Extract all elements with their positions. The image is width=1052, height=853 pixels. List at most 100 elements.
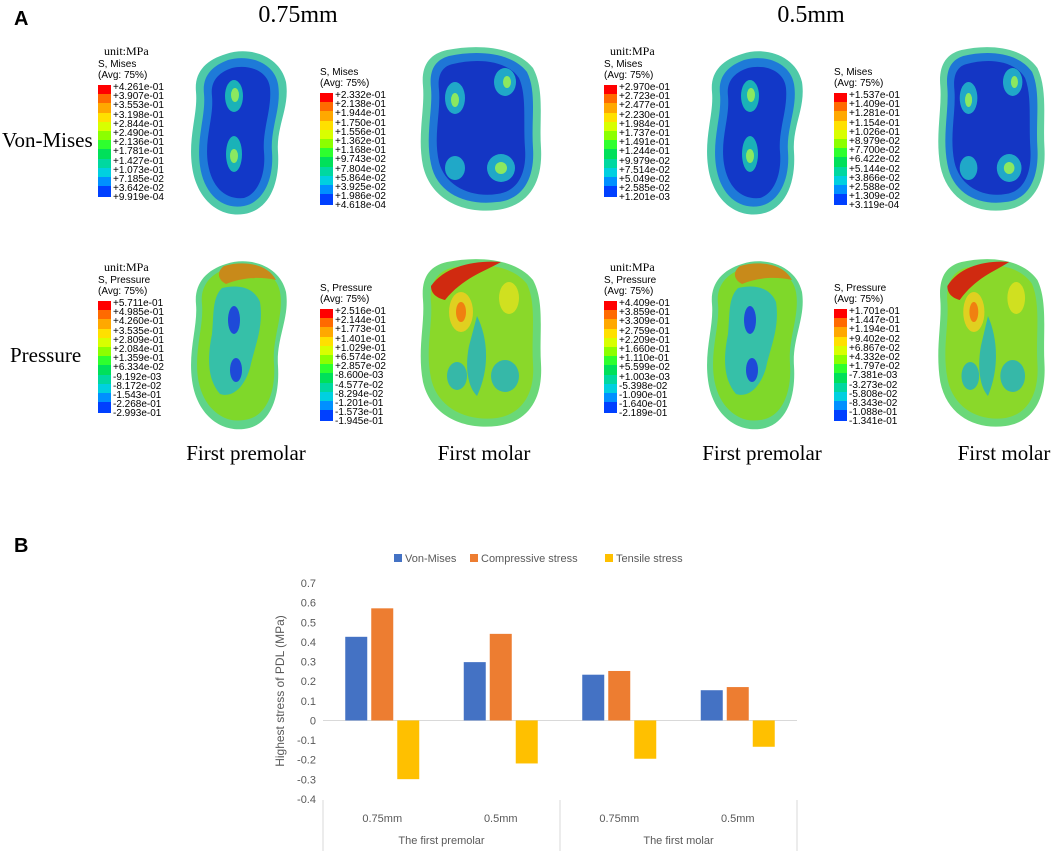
legend-swatch — [604, 383, 617, 395]
legend-swatch — [320, 148, 333, 159]
legend-value: +2.490e-01 — [113, 128, 164, 139]
contour-legend-pressure-premolar-05: unit:MPa S, Pressure (Avg: 75%) +4.409e-01 +… — [604, 260, 709, 419]
x-group-label: The first premolar — [398, 835, 485, 847]
legend-value: +2.477e-01 — [619, 100, 670, 112]
legend-value: +1.244e-01 — [619, 146, 670, 158]
legend-title: S, Mises — [98, 59, 137, 70]
legend-swatch — [834, 364, 847, 375]
legend-value: +4.261e-01 — [113, 82, 164, 93]
legend-value: +3.925e-02 — [335, 182, 386, 193]
bar-tensile-stress — [397, 720, 420, 780]
molar-mises-contour-075 — [420, 47, 542, 211]
legend-swatch — [320, 185, 333, 196]
legend-swatch — [834, 120, 847, 132]
legend-swatch — [604, 140, 617, 151]
legend-color-scale: +1.537e-01 +1.409e-01 +1.281e-01 +1.154e-01… — [834, 91, 939, 211]
legend-swatch — [604, 365, 617, 376]
legend-swatch — [98, 103, 111, 114]
y-axis-title: Highest stress of PDL (MPa) — [273, 615, 287, 767]
panel-b-letter: B — [14, 535, 29, 557]
legend-swatch — [98, 158, 111, 170]
legend-swatch — [98, 167, 111, 179]
legend-value: +6.422e-02 — [849, 154, 900, 166]
y-tick-label: 0.2 — [301, 676, 316, 688]
legend-swatch — [320, 364, 333, 375]
legend-value: +3.642e-02 — [113, 183, 164, 195]
legend-value: -1.945e-01 — [335, 416, 384, 428]
y-tick-label: 0.3 — [301, 657, 316, 669]
legend-value: +3.309e-01 — [619, 316, 670, 328]
legend-swatch — [320, 93, 333, 104]
bar-compressive-stress — [371, 608, 394, 721]
legend-swatch — [98, 365, 111, 376]
legend-value: -5.808e-02 — [849, 388, 898, 400]
legend-value: +4.618e-04 — [335, 200, 386, 212]
legend-swatch — [98, 121, 111, 133]
legend-value: +1.409e-01 — [849, 99, 900, 111]
legend-value: +7.804e-02 — [335, 163, 386, 175]
legend-swatch — [320, 318, 333, 329]
legend-swatch — [604, 347, 617, 358]
x-category-label: 0.75mm — [599, 813, 639, 825]
legend-value: +9.743e-02 — [335, 154, 386, 166]
legend-swatch — [98, 310, 111, 321]
legend-swatch — [604, 94, 617, 105]
y-tick-label: -0.3 — [297, 774, 316, 786]
legend-value: +1.003e-03 — [619, 371, 670, 383]
legend-color-scale: +4.409e-01 +3.859e-01 +3.309e-01 +2.759e-01… — [604, 299, 709, 419]
legend-swatch — [320, 373, 333, 384]
legend-value: +3.553e-01 — [113, 100, 164, 112]
legend-value: +2.136e-01 — [113, 137, 164, 149]
legend-swatch — [98, 112, 111, 124]
legend-value: +4.332e-02 — [849, 352, 900, 363]
legend-swatch — [604, 319, 617, 330]
legend-swatch — [320, 410, 333, 421]
legend-swatch — [320, 166, 333, 178]
legend-value: -1.640e-01 — [619, 399, 668, 411]
legend-value: +1.556e-01 — [335, 126, 386, 138]
legend-value: -8.600e-03 — [335, 370, 384, 382]
legend-swatch — [834, 111, 847, 122]
legend-avg: (Avg: 75%) — [834, 294, 884, 305]
legend-swatch — [604, 301, 617, 312]
legend-swatch — [834, 391, 847, 403]
legend-value: +5.711e-01 — [113, 298, 164, 309]
legend-swatch — [320, 401, 333, 412]
legend-unit-label: unit:MPa — [610, 44, 655, 58]
legend-value: -2.993e-01 — [113, 408, 162, 420]
molar-pressure-contour-05 — [938, 259, 1045, 427]
legend-value: +1.362e-01 — [335, 136, 386, 147]
legend-swatch — [604, 158, 617, 170]
legend-swatch — [98, 131, 111, 142]
legend-value: +9.979e-02 — [619, 155, 670, 167]
legend-swatch — [320, 111, 333, 122]
legend-swatch — [834, 148, 847, 159]
bar-von-mises — [582, 674, 605, 721]
legend-swatch — [834, 93, 847, 104]
legend-value: +2.138e-01 — [335, 99, 386, 111]
legend-value: +2.084e-01 — [113, 344, 164, 355]
legend-value: +1.944e-01 — [335, 108, 386, 120]
legend-swatch — [604, 328, 617, 340]
legend-swatch — [834, 157, 847, 168]
y-tick-label: 0.5 — [301, 617, 316, 629]
legend-value: +1.029e-01 — [335, 342, 386, 354]
legend-swatch — [834, 129, 847, 141]
column-title-05: 0.5mm — [777, 2, 845, 28]
column-title-075: 0.75mm — [258, 2, 338, 28]
legend-avg: (Avg: 75%) — [98, 286, 148, 297]
legend-value: +1.194e-01 — [849, 324, 900, 336]
legend-value: +2.209e-01 — [619, 334, 670, 346]
y-tick-label: -0.4 — [297, 794, 316, 806]
legend-swatch — [834, 102, 847, 113]
legend-swatch — [834, 382, 847, 394]
bar-compressive-stress — [726, 687, 749, 721]
tooth-label-first-molar-075: First molar — [437, 441, 531, 465]
y-tick-label: 0 — [310, 715, 316, 727]
bar-von-mises — [700, 690, 723, 721]
legend-swatch — [834, 185, 847, 196]
legend-value: +1.660e-01 — [619, 344, 670, 355]
legend-avg: (Avg: 75%) — [604, 70, 654, 81]
legend-title: S, Pressure — [320, 283, 373, 294]
legend-value: +1.986e-02 — [335, 191, 386, 203]
